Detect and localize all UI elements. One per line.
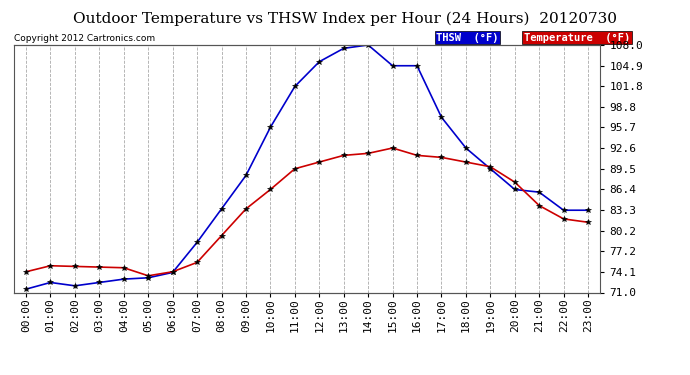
Text: Copyright 2012 Cartronics.com: Copyright 2012 Cartronics.com xyxy=(14,33,155,42)
Text: Temperature  (°F): Temperature (°F) xyxy=(524,33,630,42)
Text: Outdoor Temperature vs THSW Index per Hour (24 Hours)  20120730: Outdoor Temperature vs THSW Index per Ho… xyxy=(73,11,617,26)
Text: THSW  (°F): THSW (°F) xyxy=(436,33,499,42)
